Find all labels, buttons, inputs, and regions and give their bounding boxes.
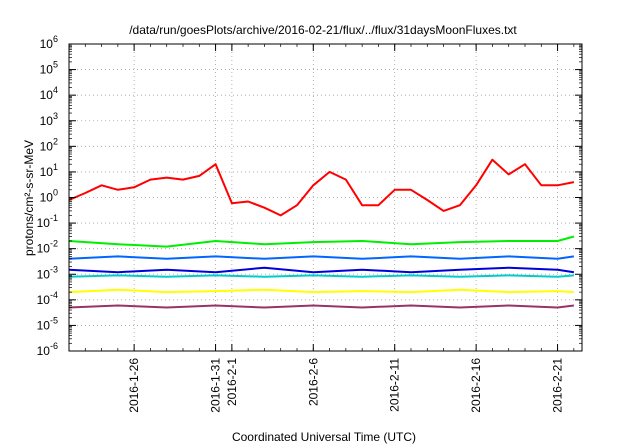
- series-line-7: [68, 304, 575, 309]
- series-line-2: [68, 235, 575, 248]
- chart-title: /data/run/goesPlots/archive/2016-02-21/f…: [129, 23, 517, 37]
- y-tick-exponent: 6: [53, 34, 58, 44]
- y-tick-exponent: -3: [50, 264, 58, 274]
- x-tick-labels: 2016-1-26 2016-1-31 2016-2-1 2016-2-6 2016-2…: [127, 358, 564, 413]
- series-line-6: [68, 288, 574, 294]
- y-tick-exponent: -2: [50, 239, 58, 249]
- y-tick-exponent: -5: [50, 315, 58, 325]
- grid-lines: [69, 44, 582, 351]
- y-tick-exponent: 0: [53, 188, 58, 198]
- axis-ticks: [68, 43, 582, 352]
- y-tick-exponent: 5: [53, 60, 58, 70]
- y-tick-exponent: -4: [50, 290, 58, 300]
- x-tick-label: 2016-2-16: [469, 358, 483, 413]
- x-tick-label: 2016-2-6: [306, 358, 320, 406]
- x-tick-label: 2016-1-26: [127, 358, 141, 413]
- x-tick-label: 2016-2-11: [388, 358, 402, 412]
- y-tick-exponent: 3: [53, 111, 58, 121]
- plot-area: [68, 158, 575, 309]
- y-tick-exponent: 4: [53, 85, 58, 95]
- series-line-4: [68, 274, 574, 278]
- series-line-1: [68, 158, 575, 217]
- x-tick-label: 2016-1-31: [209, 358, 223, 413]
- x-tick-label: 2016-2-21: [551, 358, 565, 413]
- y-axis-title: protons/cm²-s-sr-MeV: [22, 140, 36, 256]
- series-line-5: [68, 266, 575, 274]
- series-line-3: [68, 255, 575, 260]
- y-tick-exponent: 1: [53, 162, 58, 172]
- y-tick-exponent: 2: [53, 136, 58, 146]
- y-tick-exponent: -1: [50, 213, 58, 223]
- x-axis-title: Coordinated Universal Time (UTC): [232, 430, 416, 444]
- x-tick-label: 2016-2-1: [225, 358, 239, 406]
- y-tick-exponent: -6: [50, 341, 58, 351]
